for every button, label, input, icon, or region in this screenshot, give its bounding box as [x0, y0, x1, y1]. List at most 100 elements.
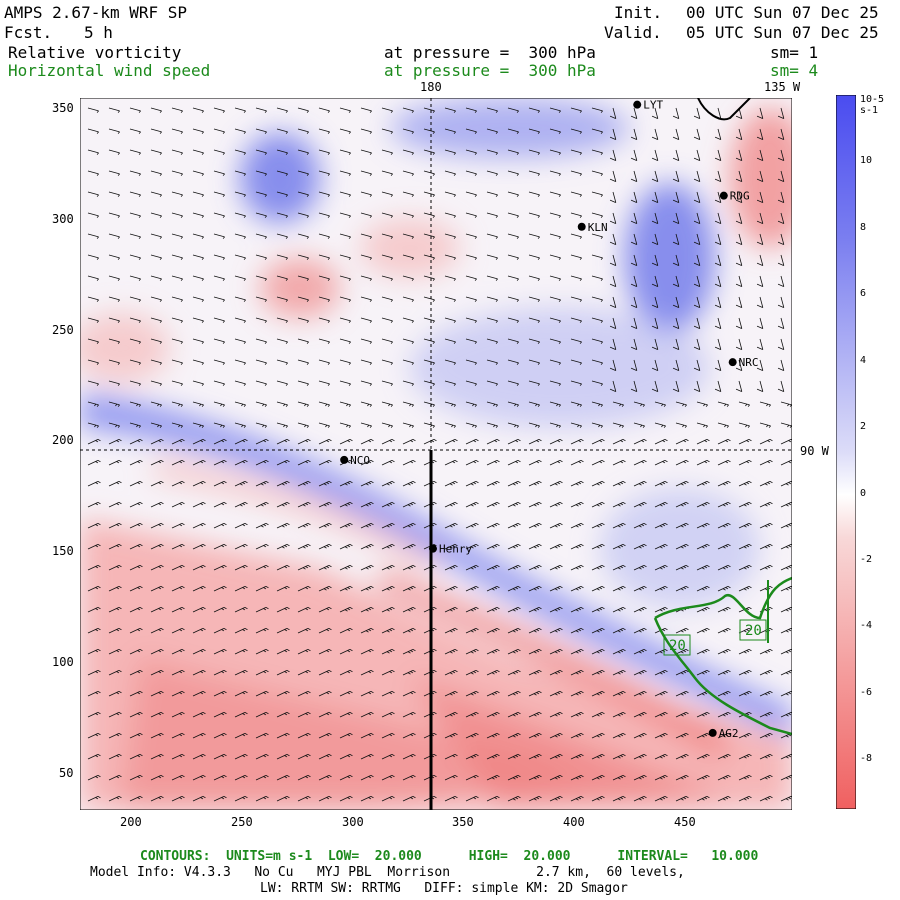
wind-barb [696, 795, 710, 802]
wind-barb [171, 359, 183, 365]
wind-barb [570, 522, 584, 529]
wind-barb [717, 669, 731, 676]
wind-barb [318, 795, 332, 802]
wind-barb [759, 732, 773, 739]
wind-barb [651, 338, 659, 350]
wind-barb [717, 711, 731, 718]
wind-barb [675, 564, 689, 571]
wind-barb [402, 480, 416, 487]
station-dot-ag2[interactable] [708, 728, 717, 737]
wind-barb [675, 711, 689, 718]
wind-barb [360, 438, 374, 445]
wind-barb [717, 522, 731, 529]
station-dot-nrc[interactable] [728, 358, 737, 367]
wind-barb [339, 422, 351, 428]
wind-barb [381, 438, 395, 445]
wind-barb [318, 212, 330, 218]
wind-barb [318, 753, 332, 760]
wind-barb [672, 338, 680, 350]
wind-barb [108, 422, 120, 428]
wind-barb [297, 690, 311, 697]
wind-barb [150, 501, 164, 508]
colorbar-tick-label: 2 [860, 421, 867, 433]
wind-barb [735, 170, 743, 182]
wind-barb [486, 401, 498, 407]
wind-barb [630, 254, 638, 266]
wind-barb [444, 648, 458, 655]
wind-barb [756, 359, 764, 371]
wind-barb [693, 149, 701, 161]
wind-barb [528, 212, 540, 218]
wind-barb [192, 438, 206, 445]
wind-barb [192, 422, 204, 428]
wind-barb [486, 128, 498, 134]
wind-barb [633, 543, 647, 550]
wind-barb [213, 107, 225, 113]
station-dot-kln[interactable] [577, 222, 586, 231]
wind-barb [591, 275, 603, 281]
wind-barb [507, 543, 521, 550]
wind-barb [297, 522, 311, 529]
wind-barb [528, 459, 542, 466]
wind-barb [276, 795, 290, 802]
wind-barb [171, 606, 185, 613]
model-info-physics: LW: RRTM SW: RRTMG DIFF: simple KM: 2D S… [260, 881, 628, 896]
station-dot-lyt[interactable] [633, 100, 642, 109]
station-dot-henry[interactable] [428, 544, 437, 553]
wind-barb [570, 170, 582, 176]
wind-barb [738, 669, 752, 676]
wind-barb [255, 627, 269, 634]
wind-barb [444, 317, 456, 323]
wind-barb [213, 648, 227, 655]
wind-barb [549, 438, 563, 445]
wind-barb [486, 191, 498, 197]
wind-barb [717, 422, 729, 428]
wind-barb [759, 648, 773, 655]
wind-barb [528, 438, 542, 445]
x-tick-400: 400 [563, 815, 585, 829]
wind-barb [423, 317, 435, 323]
wind-barb [507, 338, 519, 344]
wind-barb [192, 795, 206, 802]
wind-barb [486, 338, 498, 344]
wind-barb [570, 233, 582, 239]
wind-barb [276, 564, 290, 571]
wind-barb [297, 648, 311, 655]
secondary-field-level: at pressure = 300 hPa [384, 61, 596, 80]
station-dot-rdg[interactable] [719, 191, 728, 200]
wind-barb [777, 254, 785, 266]
wind-barb [591, 149, 603, 155]
x-tick-200: 200 [120, 815, 142, 829]
wind-barb [591, 212, 603, 218]
wind-barb [756, 296, 764, 308]
wind-barb [318, 359, 330, 365]
wind-barb [423, 170, 435, 176]
wind-barb [717, 501, 731, 508]
wind-barb [693, 338, 701, 350]
wind-barb [192, 480, 206, 487]
wind-barb [297, 564, 311, 571]
wind-barb [360, 254, 372, 260]
wind-barb [108, 170, 120, 176]
wind-barb [651, 212, 659, 224]
wind-barb [654, 543, 668, 550]
wind-barb [297, 359, 309, 365]
wind-barb [171, 438, 185, 445]
wind-barb [339, 564, 353, 571]
wind-barb [717, 459, 731, 466]
x-tick-250: 250 [231, 815, 253, 829]
wind-barb [339, 380, 351, 386]
wind-barb [234, 459, 248, 466]
x-tick-450: 450 [674, 815, 696, 829]
wind-barb [714, 170, 722, 182]
wind-barb [444, 296, 456, 302]
wind-barb [339, 233, 351, 239]
station-dot-nco[interactable] [340, 455, 349, 464]
wind-barb [507, 233, 519, 239]
wind-barb [549, 128, 561, 134]
wind-barb [651, 233, 659, 245]
wind-barb [777, 380, 785, 392]
wind-barb [528, 149, 540, 155]
wind-barb [150, 233, 162, 239]
wind-barb [507, 296, 519, 302]
